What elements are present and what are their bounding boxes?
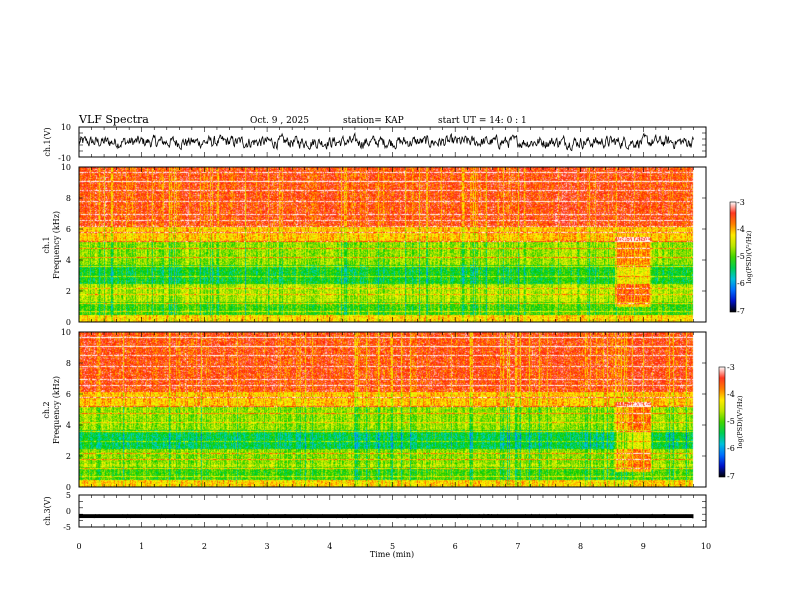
time-tick-label: 3 <box>265 542 270 551</box>
ch2-colorbar <box>719 367 725 477</box>
ch2-freq-tick-label: 0 <box>66 483 71 492</box>
time-axis: 0 1 2 3 4 5 6 7 8 9 10 Time (min) <box>76 542 711 559</box>
ch2-cbar-tick-label: -3 <box>727 363 735 372</box>
ch2-freq-tick-label: 10 <box>61 328 71 337</box>
ch1-colorbar-frame <box>729 201 737 313</box>
ch2-frequency-tick-labels: 0 2 4 6 8 10 <box>61 328 71 492</box>
ch1-waveform-ticks <box>78 126 707 158</box>
ch1-ytick-label: -10 <box>58 154 71 163</box>
ch3-waveform-ticks <box>78 494 707 528</box>
ch2-colorbar-label: log(PSD)(V²/Hz) <box>736 395 744 448</box>
ch1-colorbar-tick-labels: -3 -4 -5 -6 -7 <box>737 198 745 316</box>
ch1-freq-tick-label: 4 <box>66 256 71 265</box>
ch2-spectrogram-heatmap <box>79 332 706 487</box>
ch1-waveform-panel: 10 -10 ch.1(V) <box>43 123 707 163</box>
ch1-cbar-tick-label: -5 <box>737 252 745 261</box>
ch1-freq-tick-label: 6 <box>66 225 71 234</box>
ch2-spectrogram-ticks <box>78 331 707 488</box>
ch2-cbar-tick-label: -4 <box>727 390 735 399</box>
time-tick-label: 6 <box>453 542 458 551</box>
time-axis-label: Time (min) <box>370 550 414 559</box>
ch1-colorbar <box>730 202 736 312</box>
station-label: station= KAP <box>343 116 404 126</box>
time-tick-label: 8 <box>578 542 583 551</box>
ch1-spectrogram-panel: 0 2 4 6 8 10 ch.1 Frequency (kHz) -3 -4 … <box>42 163 753 327</box>
ch1-cbar-tick-label: -3 <box>737 198 745 207</box>
ch2-channel-label: ch.2 <box>42 401 51 418</box>
ch1-freq-tick-label: 8 <box>66 194 71 203</box>
ch1-cbar-tick-label: -4 <box>737 225 745 234</box>
ch1-ytick-label: 10 <box>61 123 71 132</box>
ch2-frequency-axis-label: Frequency (kHz) <box>52 376 61 444</box>
ch1-frequency-tick-labels: 0 2 4 6 8 10 <box>61 163 71 327</box>
ch3-waveform-band <box>79 514 694 519</box>
ch1-cbar-tick-label: -6 <box>737 279 745 288</box>
time-tick-label: 10 <box>701 542 711 551</box>
figure-title: VLF Spectra <box>78 113 149 126</box>
ch3-ytick-label: 0 <box>66 507 71 516</box>
ch2-cbar-tick-label: -7 <box>727 472 735 481</box>
ch2-cbar-tick-label: -6 <box>727 444 735 453</box>
ch2-colorbar-tick-labels: -3 -4 -5 -6 -7 <box>727 363 735 481</box>
ch1-frequency-axis-label: Frequency (kHz) <box>52 211 61 279</box>
ch2-freq-tick-label: 8 <box>66 359 71 368</box>
start-time-label: start UT = 14: 0 : 1 <box>438 116 527 126</box>
ch2-cbar-tick-label: -5 <box>727 417 735 426</box>
ch2-freq-tick-label: 2 <box>66 452 71 461</box>
time-tick-label: 0 <box>76 542 81 551</box>
time-tick-label: 1 <box>139 542 144 551</box>
ch1-spectrogram-ticks <box>78 166 707 323</box>
ch2-spectrogram-panel: 0 2 4 6 8 10 ch.2 Frequency (kHz) -3 -4 … <box>42 328 744 492</box>
ch1-freq-tick-label: 0 <box>66 318 71 327</box>
ch3-ylabel: ch.3(V) <box>43 496 52 525</box>
ch3-ytick-label: -5 <box>63 523 71 532</box>
ch1-cbar-tick-label: -7 <box>737 307 745 316</box>
time-tick-label: 9 <box>641 542 646 551</box>
ch1-freq-tick-label: 2 <box>66 287 71 296</box>
time-tick-label: 7 <box>515 542 520 551</box>
ch3-waveform-panel: 5 0 -5 ch.3(V) <box>43 491 707 532</box>
ch1-waveform-trace <box>78 132 694 152</box>
ch1-colorbar-label: log(PSD)(V²/Hz) <box>745 230 753 283</box>
ch1-freq-tick-label: 10 <box>61 163 71 172</box>
time-tick-label: 5 <box>390 542 395 551</box>
time-tick-label: 4 <box>327 542 332 551</box>
ch1-channel-label: ch.1 <box>42 236 51 253</box>
ch2-freq-tick-label: 4 <box>66 421 71 430</box>
ch3-ytick-label: 5 <box>66 491 71 500</box>
ch1-ylabel: ch.1(V) <box>43 127 52 156</box>
ch2-freq-tick-label: 6 <box>66 390 71 399</box>
ch2-colorbar-frame <box>718 366 726 478</box>
date-label: Oct. 9 , 2025 <box>250 116 309 126</box>
time-tick-label: 2 <box>202 542 207 551</box>
ch1-spectrogram-heatmap <box>79 167 706 322</box>
